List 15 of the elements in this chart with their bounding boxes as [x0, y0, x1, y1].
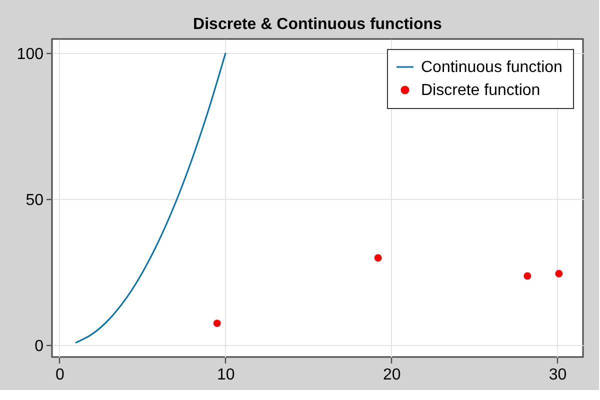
x-tick-label: 10 [217, 366, 235, 384]
y-tick-label: 100 [16, 46, 44, 63]
point [374, 254, 382, 262]
point [524, 272, 532, 280]
point [555, 270, 563, 278]
point [213, 320, 221, 327]
y-tick-label: 0 [34, 338, 44, 355]
legend-label: Discrete function [421, 82, 540, 99]
x-tick-label: 0 [56, 366, 65, 384]
legend-label: Continuous function [421, 59, 562, 76]
x-tick-label: 20 [382, 366, 401, 384]
chart-title: Discrete & Continuous functions [193, 16, 442, 33]
x-tick-label: 30 [548, 366, 567, 384]
line-series [75, 52, 226, 344]
y-tick-label: 50 [26, 192, 44, 209]
